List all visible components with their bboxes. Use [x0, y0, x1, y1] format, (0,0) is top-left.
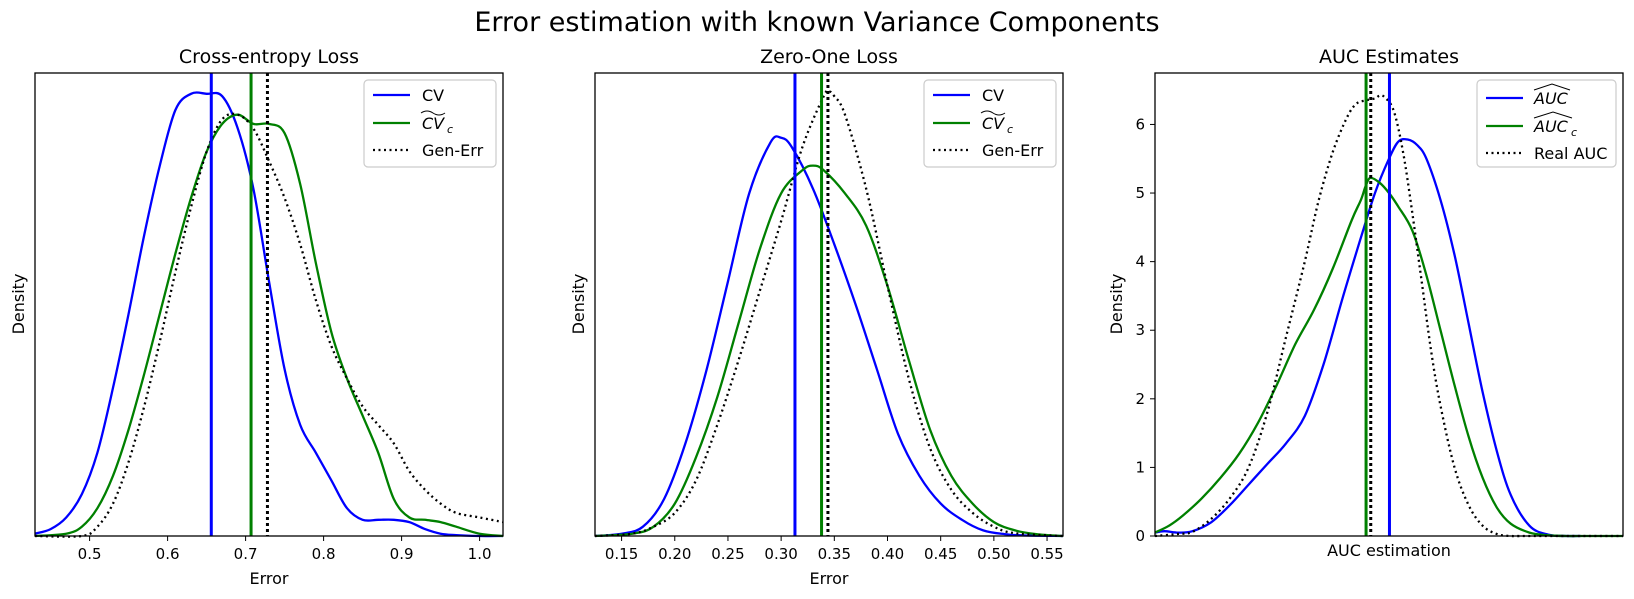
- legend-label-real: Real AUC: [1534, 144, 1607, 163]
- y-tick-label: 5: [1135, 184, 1145, 202]
- ticks: 0.5 0.6 0.7 0.8 0.9 1.0: [78, 536, 492, 563]
- density-line-cv: [594, 135, 1064, 538]
- legend: AUC AUC c Real AUC: [1476, 79, 1617, 168]
- x-tick-label: 1.0: [468, 545, 492, 563]
- x-tick-label: 0.50: [977, 545, 1010, 563]
- density-line-cv: [34, 91, 504, 538]
- density-line-cv-c: [34, 113, 504, 538]
- density-lines: [594, 89, 1064, 538]
- panel-cross-entropy: Cross-entropy Loss Error Density 0.5 0.6 0…: [9, 46, 504, 588]
- legend-label-cvc-sub: c: [1007, 123, 1013, 136]
- y-axis-label: Density: [569, 274, 588, 335]
- panel-title: AUC Estimates: [1319, 46, 1459, 68]
- tilde-mark: [980, 110, 1006, 116]
- x-axis-label: Error: [250, 569, 289, 588]
- density-line-auc-c: [1154, 176, 1623, 538]
- legend-box: [923, 79, 1057, 168]
- x-tick-label: 0.15: [605, 545, 638, 563]
- legend-label-cvc-main: CV: [982, 114, 1005, 133]
- x-axis-label: Error: [810, 569, 849, 588]
- legend-label-cv: CV: [422, 86, 444, 105]
- y-axis-label: Density: [1107, 274, 1126, 335]
- panel-title: Zero-One Loss: [760, 46, 898, 68]
- y-tick-label: 0: [1135, 527, 1145, 545]
- x-tick-label: 0.9: [390, 545, 414, 563]
- legend-label-aucc: AUC c: [1533, 111, 1577, 139]
- y-tick-label: 3: [1135, 321, 1145, 339]
- legend-label-gen: Gen-Err: [982, 141, 1044, 160]
- y-tick-label: 4: [1135, 253, 1145, 271]
- legend: CV CV c Gen-Err: [363, 79, 497, 168]
- x-tick-label: 0.25: [711, 545, 744, 563]
- x-tick-label: 0.20: [658, 545, 691, 563]
- panel-zero-one: Zero-One Loss Error Density 0.15 0.20 0.25…: [569, 46, 1064, 588]
- x-tick-label: 0.8: [312, 545, 336, 563]
- legend-label-cvc: CV c: [420, 110, 453, 136]
- x-tick-label: 0.45: [924, 545, 957, 563]
- x-tick-label: 0.6: [156, 545, 180, 563]
- legend: CV CV c Gen-Err: [923, 79, 1057, 168]
- legend-label-cvc-sub: c: [447, 123, 453, 136]
- y-tick-label: 1: [1135, 458, 1145, 476]
- x-tick-label: 0.7: [234, 545, 258, 563]
- mean-lines: [1364, 73, 1391, 536]
- plot-frame: [34, 72, 504, 537]
- legend-label-aucc-main: AUC: [1533, 117, 1569, 136]
- density-line-real-auc: [1154, 94, 1623, 538]
- legend-label-gen: Gen-Err: [422, 141, 484, 160]
- legend-label-cvc: CV c: [980, 110, 1013, 136]
- legend-box: [1476, 79, 1617, 168]
- x-axis-label: AUC estimation: [1327, 541, 1451, 560]
- y-tick-label: 6: [1135, 115, 1145, 133]
- panel-title: Cross-entropy Loss: [179, 46, 359, 68]
- plot-frame: [594, 72, 1064, 537]
- legend-label-aucc-sub: c: [1571, 126, 1577, 139]
- ticks: 0.15 0.20 0.25 0.30 0.35 0.40 0.45 0.50 0.55: [605, 536, 1064, 563]
- tilde-mark: [420, 110, 446, 116]
- x-tick-label: 0.5: [78, 545, 102, 563]
- legend-label-auc: AUC: [1533, 83, 1571, 108]
- ticks: 0 1 2 3 4 5 6: [1135, 115, 1155, 545]
- x-tick-label: 0.55: [1030, 545, 1063, 563]
- legend-label-cv: CV: [982, 86, 1004, 105]
- x-tick-label: 0.40: [871, 545, 904, 563]
- x-tick-label: 0.35: [818, 545, 851, 563]
- hat-mark: [1533, 111, 1573, 119]
- mean-lines: [793, 73, 830, 536]
- y-axis-label: Density: [9, 274, 28, 335]
- legend-box: [363, 79, 497, 168]
- hat-mark: [1533, 83, 1571, 91]
- legend-label-auc-main: AUC: [1533, 89, 1569, 108]
- legend-label-cvc-main: CV: [422, 114, 445, 133]
- x-tick-label: 0.30: [764, 545, 797, 563]
- panel-auc: AUC Estimates AUC estimation Density 0 1 2…: [1107, 46, 1624, 560]
- plot-frame: [1154, 72, 1624, 537]
- mean-lines: [209, 73, 269, 536]
- figure-title: Error estimation with known Variance Com…: [474, 7, 1159, 38]
- density-line-cv-c: [594, 164, 1064, 538]
- density-lines: [34, 91, 504, 538]
- y-tick-label: 2: [1135, 390, 1145, 408]
